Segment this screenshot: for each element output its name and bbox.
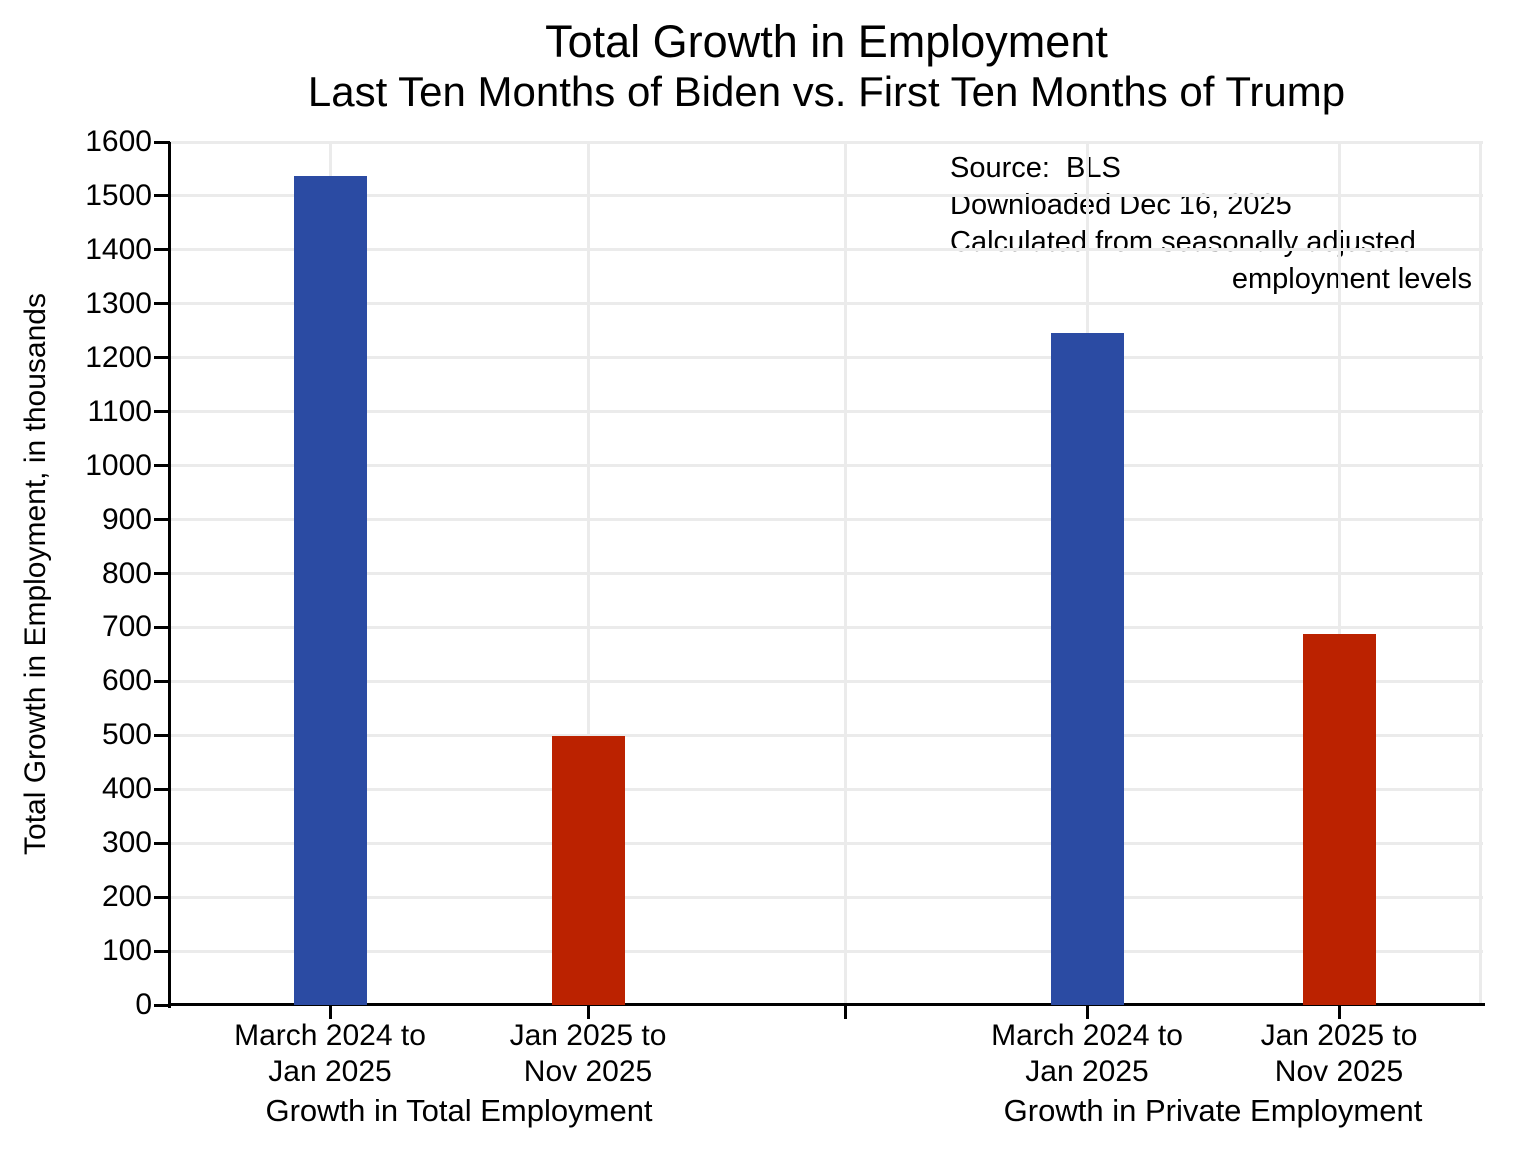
x-category-label-line: Jan 2025	[268, 1055, 392, 1088]
y-gridline	[170, 949, 1483, 953]
y-tick-label: 500	[101, 718, 152, 752]
y-tick-label: 1300	[85, 286, 152, 320]
v-gridline	[843, 142, 847, 1005]
x-category-label-line: Nov 2025	[523, 1055, 653, 1088]
y-axis-tick	[154, 895, 170, 899]
y-axis-tick	[154, 733, 170, 737]
y-tick-label: 1600	[85, 125, 152, 158]
y-tick-label: 300	[101, 826, 152, 860]
chart-subtitle: Last Ten Months of Biden vs. First Ten M…	[307, 68, 1346, 115]
bar-biden-group0	[293, 175, 367, 1005]
v-gridline	[1478, 142, 1482, 1005]
y-tick-label: 0	[135, 988, 152, 1021]
y-gridline	[170, 464, 1483, 468]
v-gridline	[586, 142, 590, 1005]
y-tick-label: 900	[101, 502, 152, 536]
y-gridline	[170, 194, 1483, 198]
y-axis-tick-labels: 0 100 200 300 400 500 600 700 800 900 1000 1100 1200…	[0, 125, 152, 1021]
x-axis-tick	[1337, 1004, 1341, 1019]
x-category-label: March 2024 to Jan 2025	[180, 1018, 480, 1090]
y-tick-label: 1400	[85, 232, 152, 266]
y-axis-tick	[154, 572, 170, 575]
y-gridline	[170, 248, 1483, 252]
y-tick-label: 800	[101, 556, 152, 590]
annotation-downloaded-line: Downloaded Dec 16, 2025	[950, 189, 1292, 221]
y-tick-label: 1000	[85, 448, 152, 482]
x-category-label-line: Jan 2025 to	[509, 1019, 667, 1052]
group-label: Growth in Total Employment	[265, 1093, 653, 1128]
bar-biden-group1	[1050, 333, 1124, 1005]
x-axis-line	[168, 1003, 1485, 1006]
y-axis-tick	[154, 302, 170, 306]
y-axis-tick	[154, 410, 170, 414]
y-axis-tick	[154, 679, 170, 683]
x-category-label-line: Jan 2025	[1025, 1055, 1149, 1088]
annotation-source-line: Source: BLS	[950, 152, 1121, 184]
x-category-label: March 2024 to Jan 2025	[937, 1018, 1237, 1090]
y-axis-tick	[154, 356, 170, 360]
bar-trump-group0	[551, 735, 625, 1005]
group-label: Growth in Private Employment	[1003, 1093, 1423, 1128]
y-tick-label: 200	[101, 880, 152, 914]
y-tick-label: 1500	[85, 178, 152, 212]
y-gridline	[170, 410, 1483, 414]
source-annotation: Source: BLS Downloaded Dec 16, 2025 Calc…	[950, 150, 1472, 298]
annotation-calculated-line: Calculated from seasonally adjusted	[950, 226, 1416, 258]
y-gridline	[170, 841, 1483, 845]
bar-trump-group1	[1302, 633, 1376, 1005]
y-gridline	[170, 679, 1483, 683]
x-category-label-line: March 2024 to	[234, 1019, 426, 1052]
y-axis-line	[168, 142, 171, 1008]
y-tick-label: 700	[101, 610, 152, 644]
x-category-label-line: Jan 2025 to	[1260, 1019, 1418, 1052]
y-gridline	[170, 895, 1483, 899]
v-gridline	[1337, 142, 1341, 1005]
y-tick-label: 400	[101, 772, 152, 806]
y-gridline	[170, 572, 1483, 575]
y-axis-tick	[154, 787, 170, 791]
y-tick-label: 1200	[85, 340, 152, 374]
x-category-label-line: Nov 2025	[1274, 1055, 1404, 1088]
y-axis-tick	[154, 625, 170, 629]
y-gridline	[170, 140, 1483, 144]
y-axis-tick	[154, 949, 170, 953]
y-tick-label: 100	[101, 934, 152, 968]
y-gridline	[170, 302, 1483, 306]
annotation-employment-levels-line: employment levels	[1231, 263, 1472, 295]
y-axis-tick	[154, 518, 170, 522]
y-gridline	[170, 625, 1483, 629]
y-tick-label: 600	[101, 664, 152, 698]
x-axis-tick	[1085, 1004, 1089, 1019]
x-category-label: Jan 2025 to Nov 2025	[1189, 1018, 1489, 1090]
plot-area	[154, 140, 1485, 1019]
chart-title: Total Growth in Employment	[545, 16, 1108, 67]
y-axis-tick	[154, 194, 170, 198]
y-axis-tick	[154, 464, 170, 468]
x-category-label: Jan 2025 to Nov 2025	[438, 1018, 738, 1090]
y-axis-tick	[154, 1003, 170, 1007]
y-tick-label: 1100	[87, 394, 152, 428]
y-gridline	[170, 356, 1483, 360]
y-gridline	[170, 518, 1483, 522]
x-axis-tick	[328, 1004, 332, 1019]
y-axis-tick	[154, 248, 170, 252]
x-axis-tick	[586, 1004, 590, 1019]
y-gridline	[170, 787, 1483, 791]
y-axis-tick	[154, 841, 170, 845]
x-axis-tick	[843, 1004, 847, 1019]
x-category-label-line: March 2024 to	[991, 1019, 1183, 1052]
y-gridline	[170, 733, 1483, 737]
y-axis-tick	[154, 140, 170, 144]
